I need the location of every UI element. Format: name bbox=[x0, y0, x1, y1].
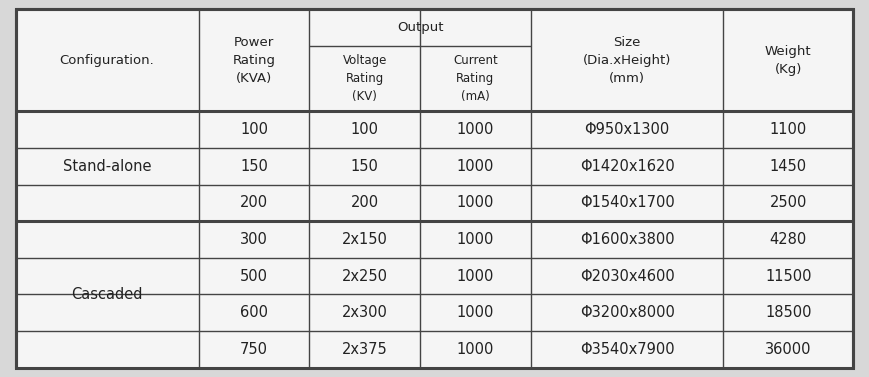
Text: Φ1540x1700: Φ1540x1700 bbox=[580, 195, 674, 210]
Text: 1000: 1000 bbox=[457, 342, 494, 357]
Text: 200: 200 bbox=[350, 195, 379, 210]
Text: 11500: 11500 bbox=[765, 269, 812, 284]
Text: 100: 100 bbox=[351, 122, 379, 137]
Text: 600: 600 bbox=[240, 305, 268, 320]
Text: Size
(Dia.xHeight)
(mm): Size (Dia.xHeight) (mm) bbox=[583, 36, 671, 85]
Text: Φ3540x7900: Φ3540x7900 bbox=[580, 342, 674, 357]
Text: 2x375: 2x375 bbox=[342, 342, 388, 357]
Text: 1000: 1000 bbox=[457, 195, 494, 210]
Text: 36000: 36000 bbox=[765, 342, 812, 357]
Text: Cascaded: Cascaded bbox=[71, 287, 143, 302]
Text: 18500: 18500 bbox=[765, 305, 812, 320]
Text: 1450: 1450 bbox=[770, 159, 807, 174]
Text: 500: 500 bbox=[240, 269, 268, 284]
Text: Configuration.: Configuration. bbox=[60, 54, 155, 67]
Text: Power
Rating
(KVA): Power Rating (KVA) bbox=[233, 36, 275, 85]
Text: Φ950x1300: Φ950x1300 bbox=[585, 122, 670, 137]
Text: 2x150: 2x150 bbox=[342, 232, 388, 247]
Text: 100: 100 bbox=[240, 122, 268, 137]
Text: 1000: 1000 bbox=[457, 269, 494, 284]
Text: 2x300: 2x300 bbox=[342, 305, 388, 320]
Text: 150: 150 bbox=[351, 159, 379, 174]
Text: 1000: 1000 bbox=[457, 305, 494, 320]
Text: 200: 200 bbox=[240, 195, 268, 210]
Text: 1000: 1000 bbox=[457, 122, 494, 137]
Text: 750: 750 bbox=[240, 342, 268, 357]
Text: 2500: 2500 bbox=[770, 195, 807, 210]
Text: Output: Output bbox=[397, 21, 443, 34]
Text: Stand-alone: Stand-alone bbox=[63, 159, 151, 174]
Text: 2x250: 2x250 bbox=[342, 269, 388, 284]
Text: 150: 150 bbox=[240, 159, 268, 174]
Text: Φ1420x1620: Φ1420x1620 bbox=[580, 159, 674, 174]
Text: Current
Rating
(mA): Current Rating (mA) bbox=[453, 54, 498, 103]
Text: Φ3200x8000: Φ3200x8000 bbox=[580, 305, 674, 320]
Text: Φ2030x4600: Φ2030x4600 bbox=[580, 269, 674, 284]
Text: 1000: 1000 bbox=[457, 159, 494, 174]
Text: Weight
(Kg): Weight (Kg) bbox=[765, 45, 812, 76]
Text: 300: 300 bbox=[240, 232, 268, 247]
Text: Voltage
Rating
(KV): Voltage Rating (KV) bbox=[342, 54, 387, 103]
Text: Φ1600x3800: Φ1600x3800 bbox=[580, 232, 674, 247]
Text: 4280: 4280 bbox=[770, 232, 807, 247]
Text: 1100: 1100 bbox=[770, 122, 807, 137]
Text: 1000: 1000 bbox=[457, 232, 494, 247]
